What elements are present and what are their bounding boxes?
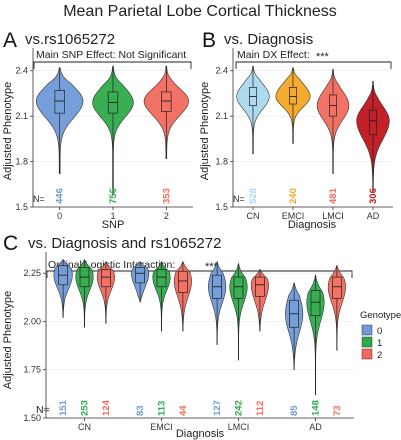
panel-c-letter: C bbox=[3, 232, 18, 255]
legend-title: Genotype bbox=[360, 310, 401, 321]
panel-b-xlabel: Diagnosis bbox=[288, 219, 337, 231]
panel-a-count-0: 446 bbox=[55, 188, 66, 204]
panel-a-ylabel: Adjusted Phenotype bbox=[2, 82, 14, 180]
panel-c-xtick-label-CN: CN bbox=[78, 422, 91, 432]
panel-c-count-EMCI-g0: 83 bbox=[135, 405, 146, 416]
panel-c-count-AD-g2: 73 bbox=[332, 405, 343, 416]
panel-c-plot: 1.50 1.75 2.00 2.25 151 253 124 CN 83 113 44 EMCI 12… bbox=[23, 252, 354, 432]
panel-c-ytick-label-1: 1.75 bbox=[23, 365, 41, 375]
panel-a-plot: 1.5 1.8 2.1 2.4 0 446 1 756 2 353 bbox=[15, 48, 193, 221]
panel-b-xtick-label-CN: CN bbox=[247, 211, 260, 221]
legend-label-1: 1 bbox=[377, 338, 382, 349]
panel-a-xtick-label-1: 1 bbox=[110, 211, 115, 221]
panel-b-ytick-label-1: 1.8 bbox=[215, 157, 228, 167]
panel-c-bracket bbox=[46, 270, 353, 278]
panel-a-xtick-label-0: 0 bbox=[57, 211, 62, 221]
panel-b-bracket bbox=[235, 61, 392, 69]
legend: Genotype 0 1 2 bbox=[360, 310, 401, 361]
panel-c-title: vs. Diagnosis and rs1065272 bbox=[28, 235, 221, 252]
panel-c-AD-g1-box bbox=[310, 290, 321, 317]
panel-b-count-LMCI: 481 bbox=[328, 187, 339, 204]
panel-c-count-AD-g0: 85 bbox=[289, 405, 300, 416]
panel-c-ytick-label-2: 2.00 bbox=[23, 316, 41, 326]
panel-c-count-LMCI-g0: 127 bbox=[212, 400, 223, 416]
panel-b-significance: *** bbox=[316, 51, 330, 63]
panel-b-count-EMCI: 240 bbox=[288, 188, 299, 204]
panel-b-n-label: N= bbox=[233, 194, 245, 204]
panel-a-count-1: 756 bbox=[108, 188, 119, 204]
panel-c-EMCI-g2-box bbox=[178, 270, 188, 293]
panel-c-xtick-label-LMCI: LMCI bbox=[228, 422, 250, 432]
legend-label-2: 2 bbox=[377, 350, 382, 361]
panel-a-xtick-label-2: 2 bbox=[164, 211, 169, 221]
panel-a-n-label: N= bbox=[33, 194, 45, 204]
panel-a-annotation: Main SNP Effect: Not Significant bbox=[36, 49, 186, 61]
panel-c-count-CN-g0: 151 bbox=[58, 399, 69, 416]
panel-b-ytick-label-0: 1.5 bbox=[215, 202, 228, 212]
panel-a-count-2: 353 bbox=[161, 188, 172, 204]
panel-c-count-LMCI-g2: 112 bbox=[255, 401, 266, 416]
panel-b-xtick-label-EMCI: EMCI bbox=[282, 211, 305, 221]
panel-a-letter: A bbox=[3, 29, 17, 52]
panel-c-count-CN-g2: 124 bbox=[101, 399, 112, 416]
panel-b-AD-box bbox=[369, 109, 377, 135]
figure-title: Mean Parietal Lobe Cortical Thickness bbox=[63, 3, 337, 20]
panel-a-ytick-label-2: 2.1 bbox=[15, 111, 28, 121]
legend-label-0: 0 bbox=[377, 326, 382, 337]
panel-a-2-box bbox=[161, 91, 172, 112]
panel-c-xtick-label-EMCI: EMCI bbox=[150, 422, 173, 432]
legend-swatch-0 bbox=[361, 324, 373, 336]
panel-c-LMCI-g1-box bbox=[233, 276, 244, 299]
panel-c-ytick-label-3: 2.25 bbox=[23, 268, 41, 278]
legend-swatch-1 bbox=[361, 336, 373, 348]
panel-a-bracket bbox=[33, 61, 192, 69]
panel-b-ytick-label-3: 2.4 bbox=[215, 66, 228, 76]
panel-a-title: vs.rs1065272 bbox=[25, 31, 115, 48]
panel-b-annotation: Main DX Effect: bbox=[237, 49, 310, 61]
panel-c-count-CN-g1: 253 bbox=[80, 400, 91, 416]
panel-b-ylabel: Adjusted Phenotype bbox=[199, 82, 211, 180]
panel-a-ytick-label-0: 1.5 bbox=[15, 202, 28, 212]
panel-b-EMCI-box bbox=[289, 87, 297, 105]
panel-b-xtick-label-LMCI: LMCI bbox=[322, 211, 344, 221]
panel-c-count-AD-g1: 148 bbox=[311, 400, 322, 416]
panel-a-ytick-label-1: 1.8 bbox=[15, 157, 28, 167]
panel-c-CN-g2-box bbox=[101, 269, 111, 288]
panel-c-ytick-label-0: 1.50 bbox=[23, 413, 41, 423]
panel-c-AD-g2-box bbox=[332, 276, 342, 299]
panel-c-count-LMCI-g1: 242 bbox=[234, 400, 245, 416]
panel-c-xlabel: Diagnosis bbox=[176, 428, 225, 440]
panel-a-0-box bbox=[54, 90, 65, 114]
panel-b-plot: 1.5 1.8 2.1 2.4 CN 528 EMCI 240 LMCI 481 AD 306 bbox=[215, 48, 393, 221]
panel-b-count-CN: 528 bbox=[248, 188, 259, 204]
panel-c-EMCI-g0-box bbox=[135, 267, 145, 284]
panel-b-letter: B bbox=[202, 29, 216, 52]
panel-a-xlabel: SNP bbox=[102, 219, 125, 231]
panel-c-xtick-label-AD: AD bbox=[309, 422, 322, 432]
panel-c-EMCI-g1-box bbox=[156, 269, 167, 288]
panel-c-count-EMCI-g1: 113 bbox=[157, 401, 168, 416]
panel-c-LMCI-g2-box bbox=[255, 276, 265, 297]
legend-swatch-2 bbox=[361, 348, 373, 360]
panel-b-count-AD: 306 bbox=[368, 188, 379, 204]
panel-c-ylabel: Adjusted Phenotype bbox=[2, 291, 14, 389]
panel-a-ytick-label-3: 2.4 bbox=[15, 66, 28, 76]
panel-b-xtick-label-AD: AD bbox=[367, 211, 380, 221]
panel-c-count-EMCI-g2: 44 bbox=[178, 405, 189, 416]
panel-b-ytick-label-2: 2.1 bbox=[215, 111, 228, 121]
panel-b-title: vs. Diagnosis bbox=[224, 31, 313, 48]
